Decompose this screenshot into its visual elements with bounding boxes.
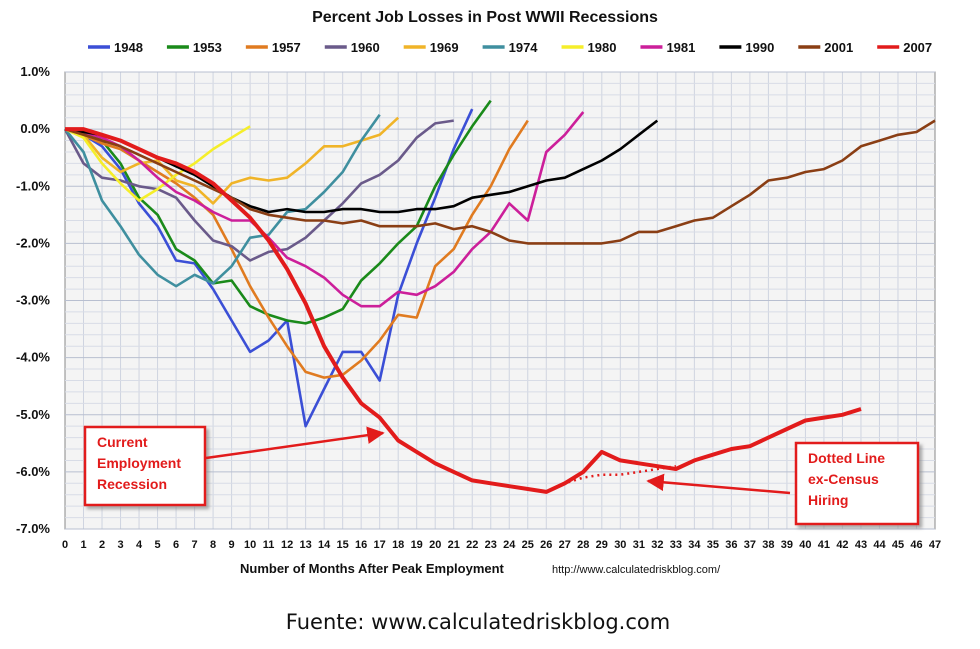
x-tick-label: 21 [448, 539, 460, 551]
x-tick-label: 11 [263, 539, 275, 551]
annotation-text-dotted: Hiring [808, 492, 848, 508]
x-tick-label: 41 [818, 539, 830, 551]
x-tick-label: 22 [466, 539, 478, 551]
series-line-1969 [64, 116, 400, 205]
x-tick-label: 8 [210, 539, 216, 551]
annotation-text-dotted: ex-Census [808, 471, 879, 487]
dotted-line [545, 464, 677, 494]
y-tick-label: 0.0% [20, 121, 50, 136]
series-line-2007 [65, 127, 862, 494]
legend-label-1974: 1974 [509, 40, 539, 55]
x-tick-label: 23 [485, 539, 497, 551]
x-tick-label: 26 [540, 539, 552, 551]
x-tick-label: 30 [614, 539, 626, 551]
x-tick-label: 16 [355, 539, 367, 551]
x-tick-label: 0 [62, 539, 68, 551]
x-tick-label: 44 [873, 539, 886, 551]
x-tick-label: 45 [892, 539, 904, 551]
series-line-1981 [64, 111, 585, 308]
chart-svg: Percent Job Losses in Post WWII Recessio… [16, 9, 941, 576]
series-line-1960 [63, 119, 454, 262]
x-tick-label: 2 [99, 539, 105, 551]
y-tick-label: -5.0% [16, 407, 50, 422]
legend-label-1960: 1960 [351, 40, 380, 55]
x-tick-label: 37 [744, 539, 756, 551]
x-tick-label: 24 [503, 539, 516, 551]
url-text: http://www.calculatedriskblog.com/ [552, 564, 721, 576]
annotation-box-dotted [794, 441, 920, 526]
x-tick-label: 27 [559, 539, 571, 551]
series-line-1980 [64, 125, 251, 202]
legend: 1948 1953 1957 1960 1969 1974 1980 1981 1990 2001… [88, 40, 932, 55]
x-tick-label: 25 [522, 539, 534, 551]
annotation-text-current: Current [97, 434, 148, 450]
legend-label-2001: 2001 [824, 40, 853, 55]
series-line-2001 [64, 119, 936, 245]
x-tick-label: 46 [910, 539, 922, 551]
x-tick-label: 38 [762, 539, 774, 551]
legend-label-1948: 1948 [114, 40, 143, 55]
x-tick-label: 42 [836, 539, 848, 551]
x-tick-label: 40 [799, 539, 811, 551]
x-tick-label: 5 [154, 539, 160, 551]
y-tick-label: -6.0% [16, 464, 50, 479]
chart-title: Percent Job Losses in Post WWII Recessio… [312, 9, 658, 26]
series-line-1948 [64, 108, 474, 428]
x-tick-label: 1 [80, 539, 86, 551]
legend-label-1990: 1990 [745, 40, 774, 55]
x-tick-label: 6 [173, 539, 179, 551]
legend-label-2007: 2007 [903, 40, 932, 55]
legend-label-1980: 1980 [588, 40, 617, 55]
y-tick-label: -3.0% [16, 293, 50, 308]
x-tick-label: 34 [688, 539, 701, 551]
x-tick-label: 13 [300, 539, 312, 551]
y-tick-label: -4.0% [16, 350, 50, 365]
x-tick-label: 35 [707, 539, 719, 551]
legend-label-1969: 1969 [430, 40, 459, 55]
y-tick-label: -1.0% [16, 178, 50, 193]
y-tick-label: -2.0% [16, 235, 50, 250]
x-tick-label: 43 [855, 539, 867, 551]
x-tick-label: 4 [136, 539, 143, 551]
annotation-arrow-dotted [646, 473, 791, 495]
x-tick-label: 33 [670, 539, 682, 551]
legend-label-1981: 1981 [666, 40, 695, 55]
x-tick-label: 36 [725, 539, 737, 551]
source-caption: Fuente: www.calculatedriskblog.com [285, 610, 671, 634]
series-line-1953 [64, 99, 492, 325]
x-tick-label: 7 [192, 539, 198, 551]
x-tick-label: 10 [244, 539, 256, 551]
x-axis: 0 1 2 3 4 5 6 7 8 9 10 11 12 13 14 15 16 17 18 19 20 21 22 23 24… [62, 539, 941, 551]
x-tick-label: 9 [229, 539, 235, 551]
x-tick-label: 14 [318, 539, 331, 551]
annotation-arrow-current [205, 426, 385, 460]
annotation-text-current: Recession [97, 476, 167, 492]
x-tick-label: 39 [781, 539, 793, 551]
x-tick-label: 28 [577, 539, 589, 551]
y-axis: 1.0% 0.0% -1.0% -2.0% -3.0% -4.0% -5.0% -6.0% -7… [16, 64, 50, 536]
legend-label-1957: 1957 [272, 40, 301, 55]
y-tick-label: 1.0% [20, 64, 50, 79]
annotation-box-current [83, 425, 207, 507]
x-tick-label: 3 [117, 539, 123, 551]
x-tick-label: 31 [633, 539, 645, 551]
x-tick-label: 32 [651, 539, 663, 551]
x-tick-label: 18 [392, 539, 404, 551]
x-axis-label: Number of Months After Peak Employment [240, 561, 505, 576]
annotation-text-dotted: Dotted Line [808, 450, 885, 466]
x-tick-label: 15 [337, 539, 349, 551]
series-lines [63, 99, 936, 494]
legend-label-1953: 1953 [193, 40, 222, 55]
series-line-1974 [63, 114, 381, 288]
x-tick-label: 12 [281, 539, 293, 551]
x-tick-label: 29 [596, 539, 608, 551]
x-tick-label: 19 [411, 539, 423, 551]
dotted-ex-census-line [545, 464, 677, 494]
x-tick-label: 20 [429, 539, 441, 551]
annotation-text-current: Employment [97, 455, 181, 471]
x-tick-label: 47 [929, 539, 941, 551]
x-tick-label: 17 [374, 539, 386, 551]
y-tick-label: -7.0% [16, 521, 50, 536]
annotations: Current Employment Recession Dotted Line ex-… [83, 425, 920, 526]
